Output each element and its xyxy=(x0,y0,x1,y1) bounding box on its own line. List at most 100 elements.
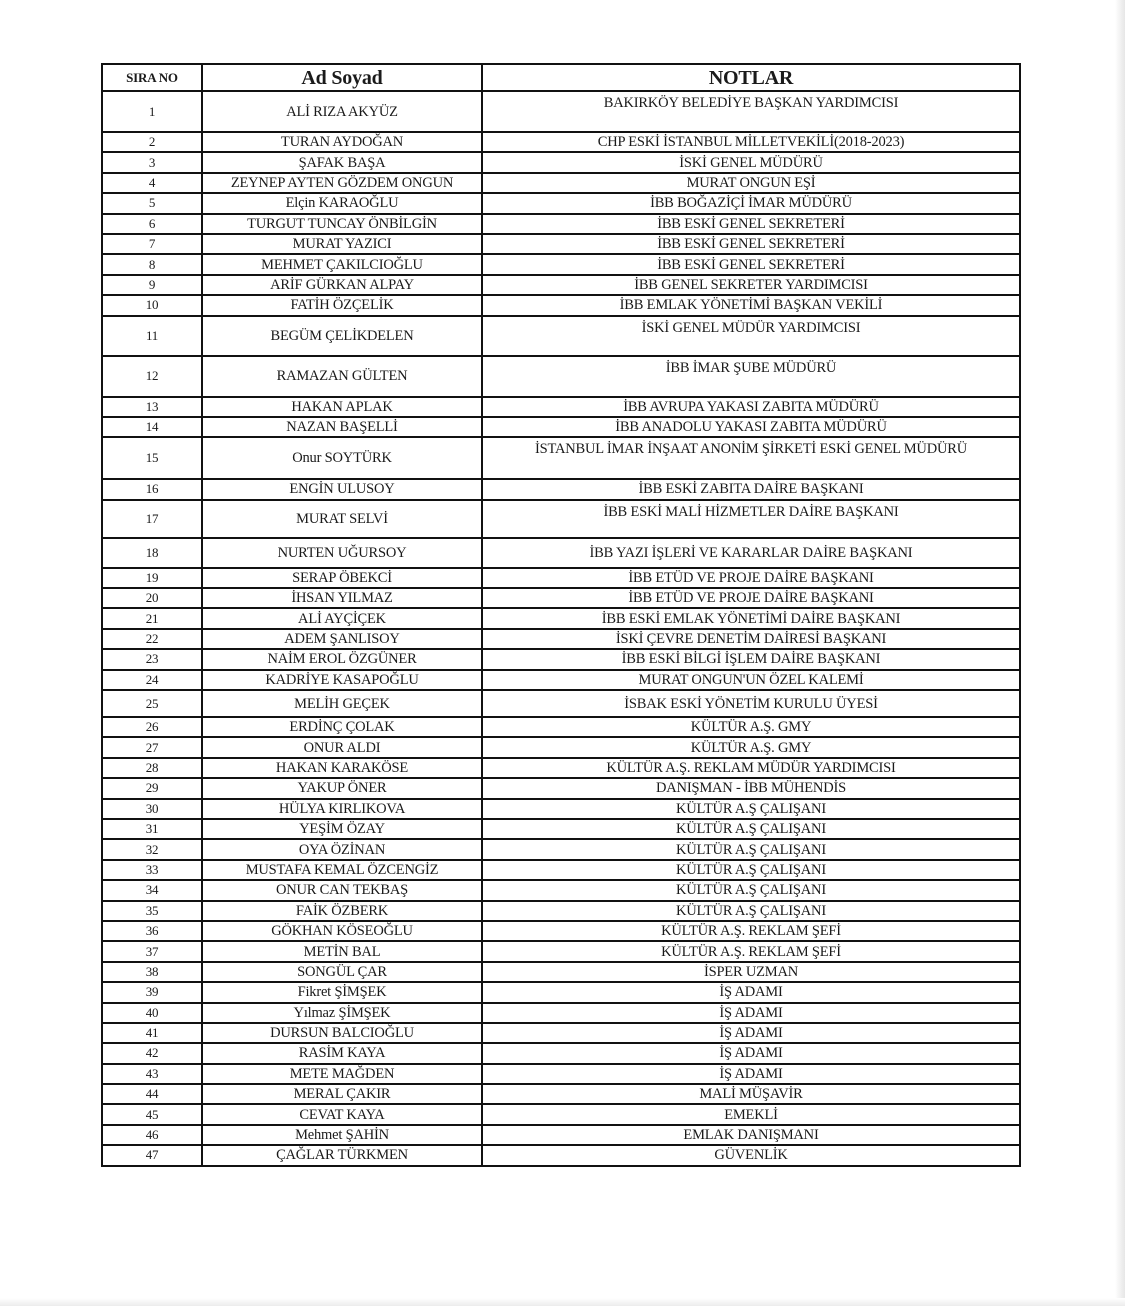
header-ad-soyad: Ad Soyad xyxy=(201,63,483,92)
row-name: ONUR ALDI xyxy=(201,736,483,759)
row-number: 3 xyxy=(101,151,203,174)
row-name: GÖKHAN KÖSEOĞLU xyxy=(201,919,483,943)
table-row: 15 Onur SOYTÜRK İSTANBUL İMAR İNŞAAT ANONİ… xyxy=(101,436,1021,481)
table-row: 2 TURAN AYDOĞAN CHP ESKİ İSTANBUL MİLLETVE… xyxy=(101,130,1021,154)
row-note: MALİ MÜŞAVİR xyxy=(481,1083,1021,1106)
row-name: KADRİYE KASAPOĞLU xyxy=(201,668,483,692)
table-row: 3 ŞAFAK BAŞA İSKİ GENEL MÜDÜRÜ xyxy=(101,151,1021,174)
row-number: 34 xyxy=(101,879,203,902)
table-row: 23 NAİM EROL ÖZGÜNER İBB ESKİ BİLGİ İŞLEM … xyxy=(101,648,1021,671)
row-number: 45 xyxy=(101,1103,203,1126)
row-note: İBB ESKİ GENEL SEKRETERİ xyxy=(481,212,1021,235)
row-number: 8 xyxy=(101,253,203,276)
table-row: 47 ÇAĞLAR TÜRKMEN GÜVENLİK xyxy=(101,1144,1021,1167)
row-number: 37 xyxy=(101,940,203,963)
row-name: ZEYNEP AYTEN GÖZDEM ONGUN xyxy=(201,171,483,195)
table-row: 24 KADRİYE KASAPOĞLU MURAT ONGUN'UN ÖZEL K… xyxy=(101,668,1021,692)
row-note: KÜLTÜR A.Ş. GMY xyxy=(481,736,1021,759)
row-number: 38 xyxy=(101,960,203,984)
row-note: İBB ESKİ EMLAK YÖNETİMİ DAİRE BAŞKANI xyxy=(481,607,1021,630)
table-row: 32 OYA ÖZİNAN KÜLTÜR A.Ş ÇALIŞANI xyxy=(101,838,1021,861)
row-note: İSBAK ESKİ YÖNETİM KURULU ÜYESİ xyxy=(481,689,1021,719)
table-row: 9 ARİF GÜRKAN ALPAY İBB GENEL SEKRETER YAR… xyxy=(101,273,1021,297)
row-number: 5 xyxy=(101,192,203,215)
table-row: 22 ADEM ŞANLISOY İSKİ ÇEVRE DENETİM DAİRES… xyxy=(101,627,1021,651)
table-row: 28 HAKAN KARAKÖSE KÜLTÜR A.Ş. REKLAM MÜDÜR… xyxy=(101,756,1021,780)
row-name: NAİM EROL ÖZGÜNER xyxy=(201,648,483,671)
row-name: FAİK ÖZBERK xyxy=(201,899,483,922)
row-number: 4 xyxy=(101,171,203,195)
table-row: 12 RAMAZAN GÜLTEN İBB İMAR ŞUBE MÜDÜRÜ xyxy=(101,354,1021,398)
row-number: 1 xyxy=(101,90,203,133)
row-name: Fikret ŞİMŞEK xyxy=(201,981,483,1004)
row-name: Elçin KARAOĞLU xyxy=(201,192,483,215)
row-name: HÜLYA KIRLIKOVA xyxy=(201,797,483,821)
row-name: ONUR CAN TEKBAŞ xyxy=(201,879,483,902)
row-note: KÜLTÜR A.Ş ÇALIŞANI xyxy=(481,879,1021,902)
row-name: DURSUN BALCIOĞLU xyxy=(201,1021,483,1045)
row-name: MURAT SELVİ xyxy=(201,498,483,539)
table-header-row: SIRA NO Ad Soyad NOTLAR xyxy=(101,63,1021,92)
row-note: KÜLTÜR A.Ş ÇALIŞANI xyxy=(481,858,1021,882)
row-note: İBB ANADOLU YAKASI ZABITA MÜDÜRÜ xyxy=(481,415,1021,439)
row-name: CEVAT KAYA xyxy=(201,1103,483,1126)
row-number: 10 xyxy=(101,294,203,317)
row-number: 13 xyxy=(101,395,203,418)
row-note: KÜLTÜR A.Ş ÇALIŞANI xyxy=(481,899,1021,922)
row-number: 41 xyxy=(101,1021,203,1045)
row-name: ERDİNÇ ÇOLAK xyxy=(201,716,483,739)
row-name: ENGİN ULUSOY xyxy=(201,478,483,501)
row-number: 32 xyxy=(101,838,203,861)
table-row: 35 FAİK ÖZBERK KÜLTÜR A.Ş ÇALIŞANI xyxy=(101,899,1021,922)
header-notlar: NOTLAR xyxy=(481,63,1021,92)
table-row: 46 Mehmet ŞAHİN EMLAK DANIŞMANI xyxy=(101,1123,1021,1147)
table-row: 14 NAZAN BAŞELLİ İBB ANADOLU YAKASI ZABITA… xyxy=(101,415,1021,439)
row-number: 20 xyxy=(101,587,203,610)
row-number: 31 xyxy=(101,817,203,841)
row-name: YEŞİM ÖZAY xyxy=(201,817,483,841)
row-name: Yılmaz ŞİMŞEK xyxy=(201,1001,483,1024)
row-number: 22 xyxy=(101,627,203,651)
row-number: 24 xyxy=(101,668,203,692)
row-name: NURTEN UĞURSOY xyxy=(201,536,483,569)
row-number: 12 xyxy=(101,354,203,398)
row-number: 25 xyxy=(101,689,203,719)
row-number: 17 xyxy=(101,498,203,539)
row-note: İBB AVRUPA YAKASI ZABITA MÜDÜRÜ xyxy=(481,395,1021,418)
row-note: KÜLTÜR A.Ş. REKLAM ŞEFİ xyxy=(481,919,1021,943)
row-number: 44 xyxy=(101,1083,203,1106)
table-row: 44 MERAL ÇAKIR MALİ MÜŞAVİR xyxy=(101,1083,1021,1106)
row-name: METE MAĞDEN xyxy=(201,1062,483,1086)
table-row: 7 MURAT YAZICI İBB ESKİ GENEL SEKRETERİ xyxy=(101,232,1021,256)
row-name: TURAN AYDOĞAN xyxy=(201,130,483,154)
table-row: 25 MELİH GEÇEK İSBAK ESKİ YÖNETİM KURULU Ü… xyxy=(101,689,1021,719)
row-name: ARİF GÜRKAN ALPAY xyxy=(201,273,483,297)
table-row: 40 Yılmaz ŞİMŞEK İŞ ADAMI xyxy=(101,1001,1021,1024)
table-row: 43 METE MAĞDEN İŞ ADAMI xyxy=(101,1062,1021,1086)
row-number: 14 xyxy=(101,415,203,439)
table-row: 6 TURGUT TUNCAY ÖNBİLGİN İBB ESKİ GENEL SE… xyxy=(101,212,1021,235)
table-row: 34 ONUR CAN TEKBAŞ KÜLTÜR A.Ş ÇALIŞANI xyxy=(101,879,1021,902)
table-row: 18 NURTEN UĞURSOY İBB YAZI İŞLERİ VE KARAR… xyxy=(101,536,1021,569)
row-number: 9 xyxy=(101,273,203,297)
row-number: 42 xyxy=(101,1042,203,1065)
row-note: İBB ETÜD VE PROJE DAİRE BAŞKANI xyxy=(481,566,1021,590)
row-name: METİN BAL xyxy=(201,940,483,963)
row-name: MEHMET ÇAKILCIOĞLU xyxy=(201,253,483,276)
row-note: CHP ESKİ İSTANBUL MİLLETVEKİLİ(2018-2023… xyxy=(481,130,1021,154)
row-number: 43 xyxy=(101,1062,203,1086)
table-row: 21 ALİ AYÇİÇEK İBB ESKİ EMLAK YÖNETİMİ DAİ… xyxy=(101,607,1021,630)
row-note: İBB İMAR ŞUBE MÜDÜRÜ xyxy=(481,354,1021,398)
row-note: İBB GENEL SEKRETER YARDIMCISI xyxy=(481,273,1021,297)
header-sira-no: SIRA NO xyxy=(101,63,203,92)
page-edge-bottom xyxy=(0,1298,1125,1306)
row-note: DANIŞMAN - İBB MÜHENDİS xyxy=(481,777,1021,800)
row-note: EMLAK DANIŞMANI xyxy=(481,1123,1021,1147)
row-note: İBB ETÜD VE PROJE DAİRE BAŞKANI xyxy=(481,587,1021,610)
row-note: EMEKLİ xyxy=(481,1103,1021,1126)
table-row: 17 MURAT SELVİ İBB ESKİ MALİ HİZMETLER DAİ… xyxy=(101,498,1021,539)
row-note: İSKİ ÇEVRE DENETİM DAİRESİ BAŞKANI xyxy=(481,627,1021,651)
row-note: İBB ESKİ BİLGİ İŞLEM DAİRE BAŞKANI xyxy=(481,648,1021,671)
row-number: 2 xyxy=(101,130,203,154)
row-name: FATİH ÖZÇELİK xyxy=(201,294,483,317)
